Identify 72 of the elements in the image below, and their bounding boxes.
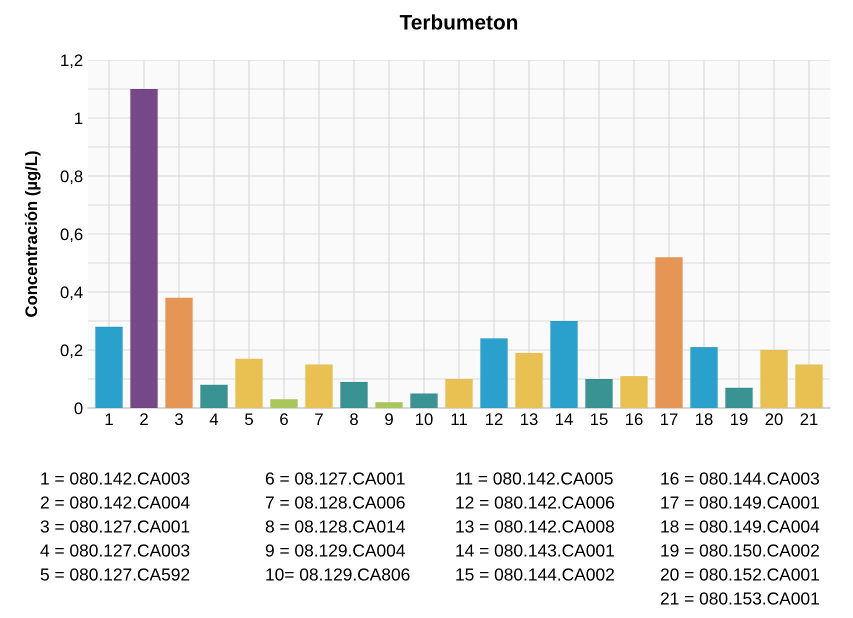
text: 18 = 080.149.CA004 xyxy=(661,520,820,533)
text: 13 = 080.142.CA008 xyxy=(456,520,614,533)
bar xyxy=(235,358,263,408)
y-tick-label: 0,6 xyxy=(60,228,82,242)
x-tick-label: 9 xyxy=(385,413,393,426)
y-tick-label: 0,8 xyxy=(60,170,82,184)
x-tick-label: 19 xyxy=(731,413,748,426)
x-tick-label: 5 xyxy=(245,413,253,426)
x-tick-label: 8 xyxy=(350,413,358,426)
bar xyxy=(375,402,403,408)
chart-title: Terbumeton xyxy=(400,14,518,30)
x-tick-label: 20 xyxy=(766,413,783,426)
x-tick-label: 1 xyxy=(106,413,113,425)
text: 11 = 080.142.CA005 xyxy=(456,472,613,485)
text: 1 = 080.142.CA003 xyxy=(41,472,190,485)
text: 20 = 080.152.CA001 xyxy=(660,568,819,581)
bar xyxy=(795,364,823,408)
bar xyxy=(130,89,158,408)
x-tick-label: 12 xyxy=(486,413,502,425)
text: 14 = 080.143.CA001 xyxy=(456,544,614,557)
text: 17 = 080.149.CA001 xyxy=(661,496,819,509)
bar xyxy=(340,382,368,408)
x-tick-label: 6 xyxy=(280,413,288,426)
bar xyxy=(550,321,578,408)
y-tick-label: 0,4 xyxy=(60,286,83,300)
x-tick-label: 13 xyxy=(521,413,538,426)
text: 9 = 08.129.CA004 xyxy=(266,544,405,557)
text: 12 = 080.142.CA006 xyxy=(456,496,614,509)
bar xyxy=(200,384,228,408)
bar xyxy=(760,350,788,408)
text: 15 = 080.144.CA002 xyxy=(456,568,614,581)
text: 4 = 080.127.CA003 xyxy=(40,544,190,557)
bar xyxy=(620,376,648,408)
bar xyxy=(270,399,298,408)
bar xyxy=(410,394,438,408)
bar xyxy=(480,338,508,408)
text: 10= 08.129.CA806 xyxy=(266,568,410,581)
text: 3 = 080.127.CA001 xyxy=(40,520,190,533)
text: 2 = 080.142.CA004 xyxy=(40,496,190,509)
y-tick-label: 0 xyxy=(74,402,82,414)
bar xyxy=(725,388,753,408)
bar xyxy=(585,379,613,408)
y-tick-label: 0,2 xyxy=(60,344,82,358)
text: 21 = 080.153.CA001 xyxy=(660,592,819,605)
text: 5 = 080.127.CA592 xyxy=(40,568,190,581)
x-tick-label: 11 xyxy=(452,413,467,425)
bar xyxy=(515,352,543,408)
x-tick-label: 10 xyxy=(416,413,433,426)
bar xyxy=(690,347,718,408)
x-tick-label: 14 xyxy=(556,413,573,425)
x-tick-label: 7 xyxy=(315,413,323,425)
bar xyxy=(95,326,123,408)
bar xyxy=(445,379,473,408)
x-tick-label: 21 xyxy=(800,413,818,425)
x-tick-label: 3 xyxy=(175,413,183,426)
x-tick-label: 17 xyxy=(661,413,678,425)
text: 7 = 08.128.CA006 xyxy=(266,496,405,509)
text: 8 = 08.128.CA014 xyxy=(266,520,405,533)
x-tick-label: 16 xyxy=(626,413,643,426)
y-axis-title: Concentración (µg/L) xyxy=(24,151,41,317)
bar xyxy=(305,364,333,408)
y-tick-label: 1,2 xyxy=(61,54,82,68)
bar xyxy=(165,298,193,408)
text: 16 = 080.144.CA003 xyxy=(661,472,819,485)
x-tick-label: 4 xyxy=(210,413,218,425)
y-tick-label: 1 xyxy=(75,112,82,124)
x-tick-label: 2 xyxy=(140,413,148,425)
x-tick-label: 15 xyxy=(591,413,608,426)
bar xyxy=(655,257,683,408)
x-tick-label: 18 xyxy=(696,413,713,426)
text: 19 = 080.150.CA002 xyxy=(661,544,819,557)
text: 6 = 08.127.CA001 xyxy=(266,472,405,485)
